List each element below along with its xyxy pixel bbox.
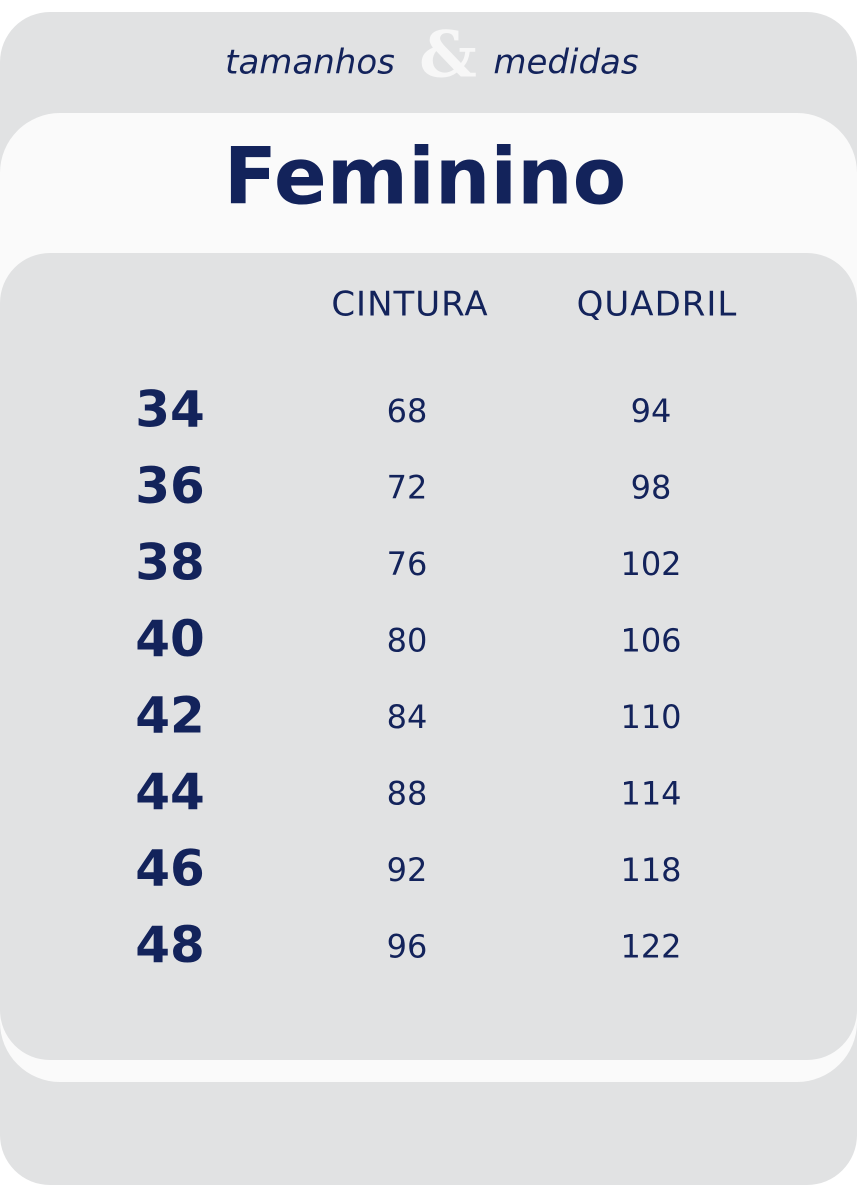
size-label: 44 xyxy=(135,763,205,821)
waist-value: 72 xyxy=(387,469,428,507)
size-label: 48 xyxy=(135,916,205,974)
waist-value: 88 xyxy=(387,775,428,813)
waist-value: 80 xyxy=(387,622,428,660)
hip-value: 102 xyxy=(620,545,681,583)
waist-value: 76 xyxy=(387,545,428,583)
column-header: CINTURA xyxy=(331,285,488,325)
size-label: 38 xyxy=(135,534,205,592)
header-left: tamanhos xyxy=(225,43,395,83)
size-label: 40 xyxy=(135,610,205,668)
hip-value: 118 xyxy=(620,851,681,889)
column-header: QUADRIL xyxy=(577,285,738,325)
waist-value: 96 xyxy=(387,928,428,966)
hip-value: 98 xyxy=(631,469,672,507)
waist-value: 84 xyxy=(387,698,428,736)
header-right: medidas xyxy=(493,43,638,83)
waist-value: 68 xyxy=(387,392,428,430)
header-amp: & xyxy=(419,18,477,93)
hip-value: 110 xyxy=(620,698,681,736)
hip-value: 114 xyxy=(620,775,681,813)
hip-value: 94 xyxy=(631,392,672,430)
size-label: 34 xyxy=(135,381,205,439)
table-card xyxy=(0,253,857,1060)
size-label: 36 xyxy=(135,457,205,515)
size-label: 42 xyxy=(135,687,205,745)
hip-value: 106 xyxy=(620,622,681,660)
hip-value: 122 xyxy=(620,928,681,966)
table: CINTURA QUADRIL 34 68 94 36 72 98 38 76 102 40 80 106… xyxy=(135,285,738,975)
waist-value: 92 xyxy=(387,851,428,889)
size-label: 46 xyxy=(135,840,205,898)
title: Feminino xyxy=(224,132,626,222)
